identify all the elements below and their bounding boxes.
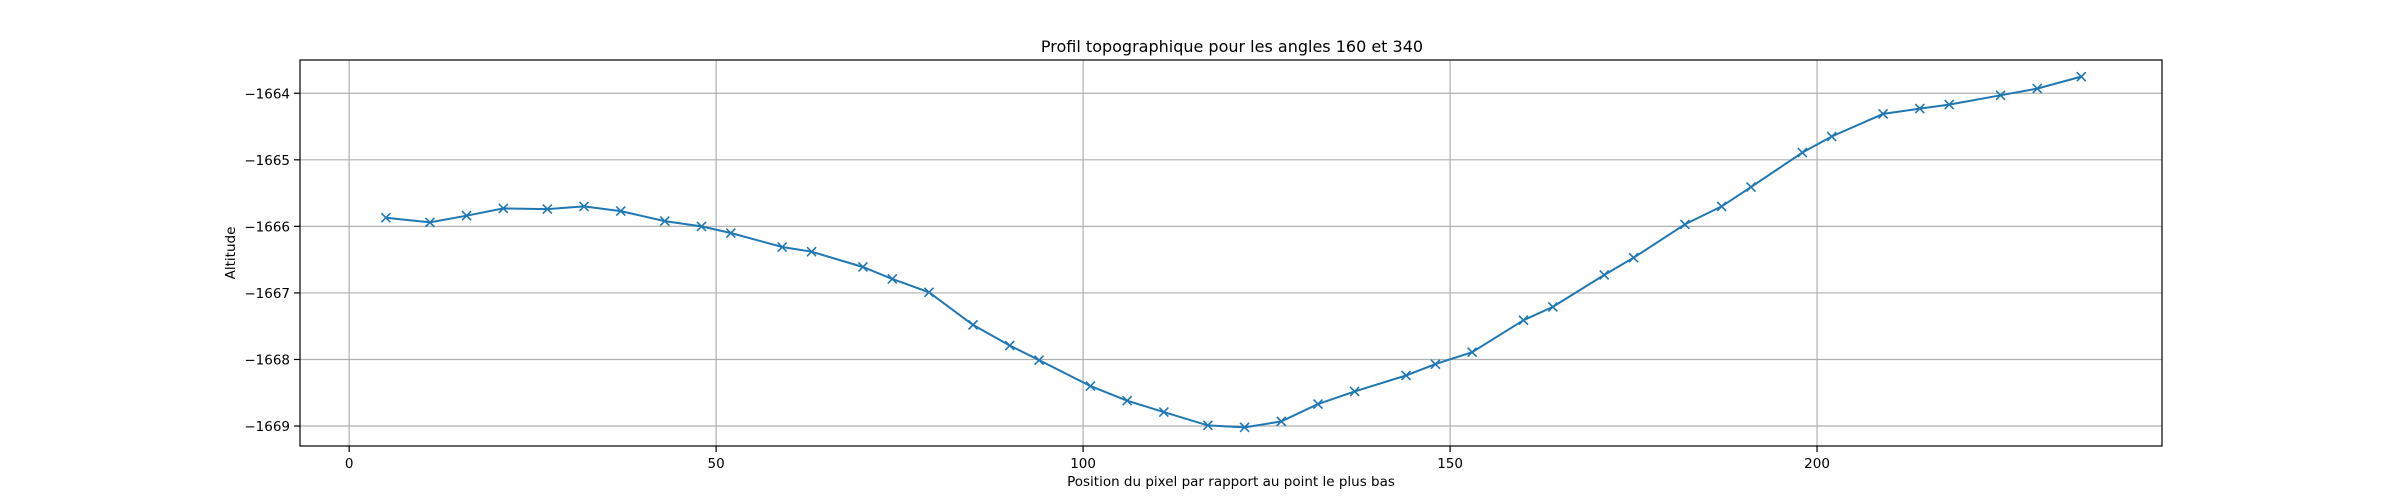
x-axis-ticks: 0 50 100 150 200 xyxy=(345,446,1830,472)
y-axis-ticks: −1664 −1665 −1666 −1667 −1668 −1669 xyxy=(244,86,300,435)
y-tick-label: −1664 xyxy=(244,86,290,102)
data-point-marker xyxy=(1004,340,1015,351)
y-tick-label: −1666 xyxy=(244,219,290,235)
data-point-marker xyxy=(1158,406,1169,418)
data-point-marker xyxy=(1202,420,1213,431)
data-point-marker xyxy=(578,201,590,212)
y-tick-label: −1665 xyxy=(244,153,290,169)
data-point-marker xyxy=(1467,347,1478,358)
data-point-marker xyxy=(1628,252,1639,263)
data-point-marker xyxy=(1349,386,1360,397)
data-point-marker xyxy=(1122,395,1133,406)
data-point-marker xyxy=(1518,315,1529,326)
grid-lines xyxy=(300,60,2162,446)
chart-title: Profil topographique pour les angles 160… xyxy=(1041,37,1423,56)
data-point-marker xyxy=(1745,182,1757,193)
data-point-marker xyxy=(777,241,788,253)
data-point-marker xyxy=(659,215,670,227)
data-point-marker xyxy=(2032,83,2043,94)
data-point-marker xyxy=(1430,359,1441,370)
series-line xyxy=(385,75,2082,429)
data-point-marker xyxy=(923,287,935,298)
data-point-marker xyxy=(1716,201,1727,212)
data-point-marker xyxy=(1400,370,1412,381)
data-point-marker xyxy=(857,261,868,273)
data-point-marker xyxy=(615,206,626,217)
y-tick-label: −1669 xyxy=(244,419,290,435)
data-point-marker xyxy=(1312,399,1324,410)
data-point-marker xyxy=(1995,90,2006,101)
x-axis-label: Position du pixel par rapport au point l… xyxy=(1067,474,1395,490)
data-point-marker xyxy=(1239,422,1250,433)
data-point-marker xyxy=(1085,381,1096,392)
data-point-marker xyxy=(1599,269,1610,281)
data-point-marker xyxy=(1797,147,1808,158)
data-point-marker xyxy=(1914,103,1925,114)
data-point-marker xyxy=(380,212,391,223)
y-tick-label: −1667 xyxy=(244,286,290,302)
data-point-marker xyxy=(1547,301,1558,312)
x-tick-label: 150 xyxy=(1437,456,1463,472)
data-point-marker xyxy=(498,203,509,214)
x-tick-label: 0 xyxy=(345,456,354,472)
y-axis-label: Altitude xyxy=(223,227,239,280)
data-point-marker xyxy=(1878,108,1889,119)
data-point-marker xyxy=(2076,71,2087,82)
data-point-marker xyxy=(424,217,435,228)
data-point-marker xyxy=(1276,416,1287,427)
data-point-marker xyxy=(887,273,898,285)
data-point-marker xyxy=(967,319,979,330)
data-point-marker xyxy=(1826,131,1837,142)
x-tick-label: 200 xyxy=(1804,456,1830,472)
data-point-marker xyxy=(461,210,472,221)
x-tick-label: 100 xyxy=(1070,456,1096,472)
data-point-marker xyxy=(696,221,707,232)
data-point-marker xyxy=(806,246,817,257)
data-point-marker xyxy=(1679,219,1691,230)
data-point-marker xyxy=(542,204,553,215)
data-point-marker xyxy=(1944,99,1955,110)
y-tick-label: −1668 xyxy=(244,352,290,368)
data-series xyxy=(380,71,2087,433)
data-point-marker xyxy=(725,227,736,239)
plot-frame xyxy=(299,59,2163,447)
data-point-marker xyxy=(1034,355,1045,366)
x-tick-label: 50 xyxy=(708,456,725,472)
